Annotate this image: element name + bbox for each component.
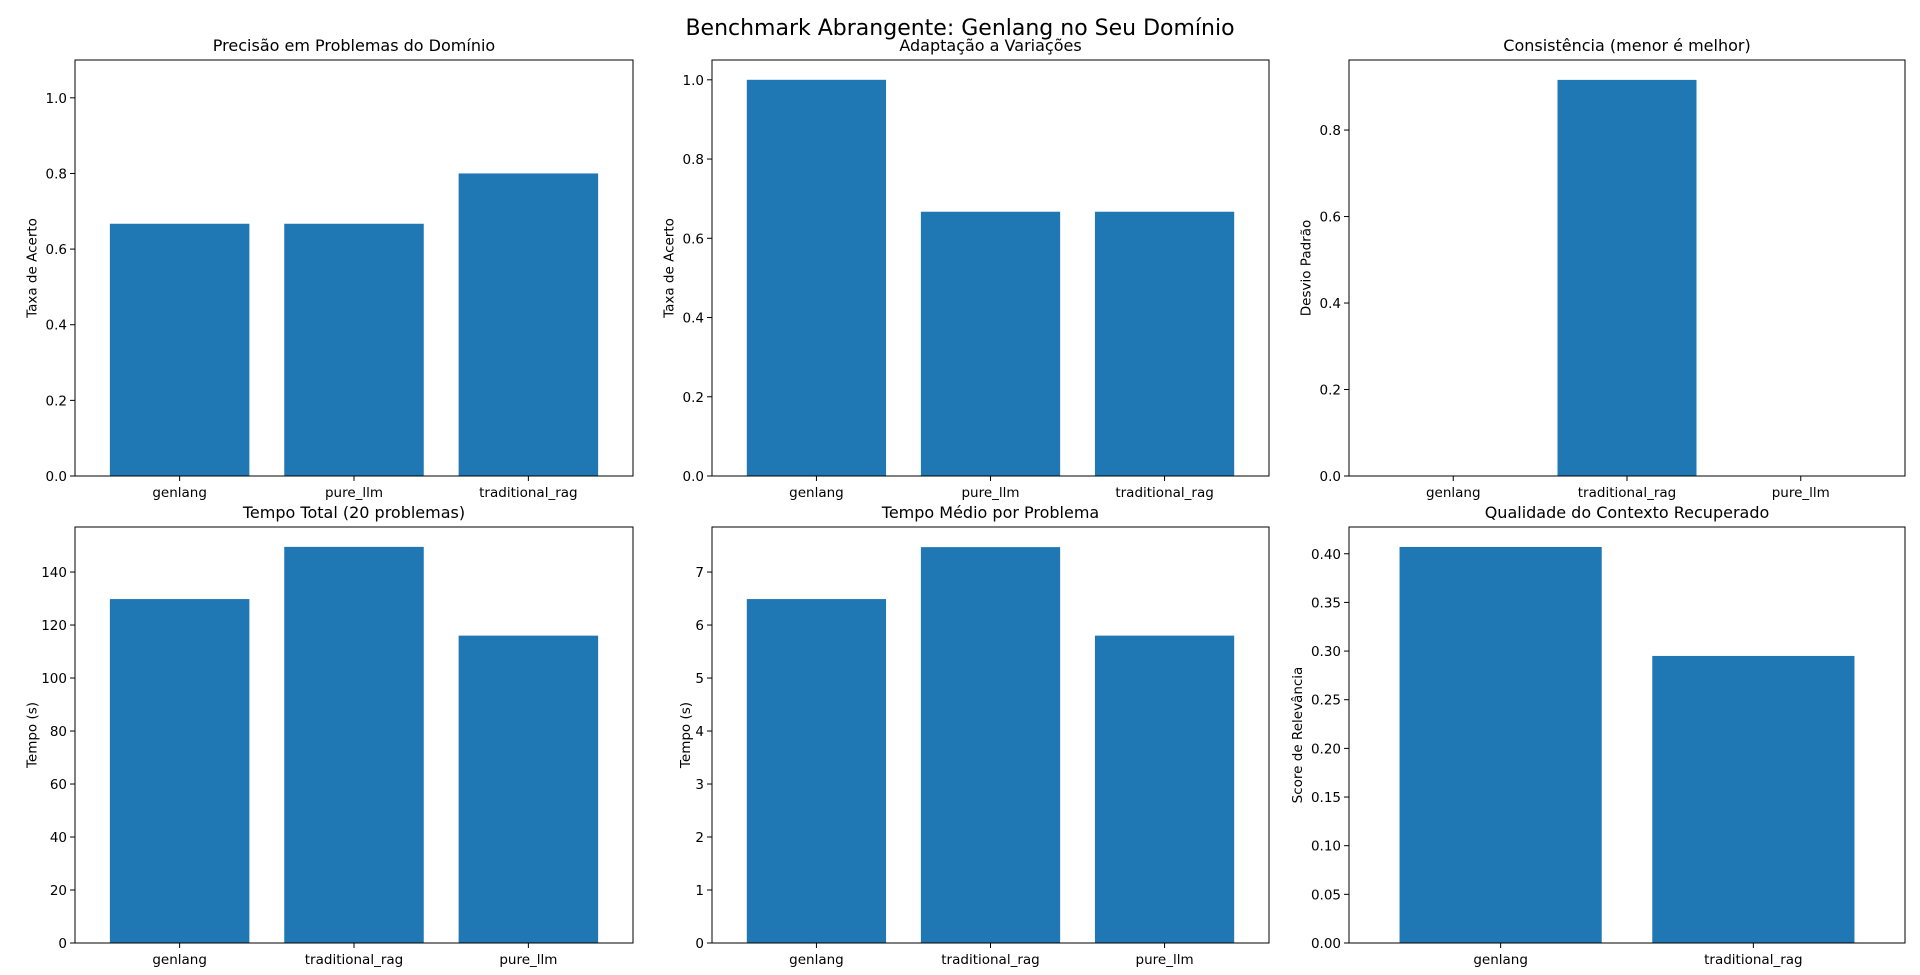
x-tick-label: pure_llm xyxy=(325,485,383,501)
panel-title: Consistência (menor é melhor) xyxy=(1503,36,1750,55)
x-tick-label: genlang xyxy=(789,952,844,968)
panel-title: Tempo Total (20 problemas) xyxy=(242,503,465,522)
y-tick-label: 0.0 xyxy=(46,469,67,485)
x-tick-label: genlang xyxy=(789,485,844,501)
y-axis-label: Tempo (s) xyxy=(678,702,694,769)
x-tick-label: traditional_rag xyxy=(941,952,1039,968)
x-tick-label: pure_llm xyxy=(961,485,1019,501)
y-tick-label: 60 xyxy=(50,777,67,793)
y-tick-label: 1.0 xyxy=(46,91,67,107)
x-tick-label: genlang xyxy=(152,952,207,968)
bar-traditional_rag xyxy=(1652,655,1855,943)
y-tick-label: 0.15 xyxy=(1311,790,1341,806)
bar-genlang xyxy=(1399,546,1602,943)
x-tick-label: traditional_rag xyxy=(1578,485,1676,501)
bar-pure_llm xyxy=(284,223,424,476)
panel-title: Qualidade do Contexto Recuperado xyxy=(1485,503,1770,522)
y-axis-label: Score de Relevância xyxy=(1290,667,1306,804)
y-axis-label: Taxa de Acerto xyxy=(661,218,677,319)
y-tick-label: 0.6 xyxy=(683,231,704,247)
bar-traditional_rag xyxy=(284,546,424,943)
y-tick-label: 0 xyxy=(58,936,67,952)
x-tick-label: genlang xyxy=(1426,485,1481,501)
chart-panel-2: 0.0 0.2 0.4 0.6 0.8 1.0 genlang pure_llm traditi… xyxy=(661,36,1270,501)
y-tick-label: 0 xyxy=(695,936,704,952)
x-tick-label: traditional_rag xyxy=(479,485,577,501)
bar-genlang xyxy=(109,599,250,943)
y-tick-label: 1.0 xyxy=(683,73,704,89)
y-tick-label: 0.2 xyxy=(683,390,704,406)
y-tick-label: 20 xyxy=(50,883,67,899)
chart-panel-3: 0.0 0.2 0.4 0.6 0.8 genlang traditional_rag pur… xyxy=(1298,36,1906,501)
x-tick-label: pure_llm xyxy=(1136,952,1194,968)
y-tick-label: 0.4 xyxy=(46,318,67,334)
chart-panel-6: 0.00 0.05 0.10 0.15 0.20 0.25 0.30 0.35 0.40 genl… xyxy=(1290,503,1906,968)
x-tick-label: traditional_rag xyxy=(1115,485,1213,501)
y-tick-label: 0.6 xyxy=(1320,210,1341,226)
y-tick-label: 0.2 xyxy=(1320,383,1341,399)
y-tick-label: 0.0 xyxy=(1320,469,1341,485)
y-tick-label: 0.20 xyxy=(1311,741,1341,757)
x-tick-label: genlang xyxy=(1473,952,1528,968)
chart-panel-5: 0 1 2 3 4 5 6 7 genlang traditional_rag pure_llm Te… xyxy=(678,503,1270,968)
bar-pure_llm xyxy=(920,211,1061,476)
y-tick-label: 6 xyxy=(695,618,704,634)
y-tick-label: 100 xyxy=(41,671,67,687)
y-tick-label: 0.30 xyxy=(1311,644,1341,660)
y-tick-label: 0.35 xyxy=(1311,595,1341,611)
chart-panel-1: 0.0 0.2 0.4 0.6 0.8 1.0 genlang pure_llm traditi… xyxy=(24,36,634,501)
y-tick-label: 140 xyxy=(41,565,67,581)
y-tick-label: 5 xyxy=(695,671,704,687)
x-tick-label: pure_llm xyxy=(1772,485,1830,501)
bar-traditional_rag xyxy=(458,173,599,477)
panel-title: Precisão em Problemas do Domínio xyxy=(213,36,495,55)
y-tick-label: 0.00 xyxy=(1311,936,1341,952)
x-tick-label: traditional_rag xyxy=(305,952,403,968)
bar-traditional_rag xyxy=(920,547,1061,943)
chart-panel-4: 0 20 40 60 80 100 120 140 genlang traditional_rag… xyxy=(24,503,634,968)
y-axis-label: Taxa de Acerto xyxy=(24,218,40,319)
y-tick-label: 80 xyxy=(50,724,67,740)
panel-title: Adaptação a Variações xyxy=(899,36,1081,55)
y-tick-label: 0.05 xyxy=(1311,887,1341,903)
x-tick-label: genlang xyxy=(152,485,207,501)
x-tick-label: traditional_rag xyxy=(1704,952,1802,968)
panel-title: Tempo Médio por Problema xyxy=(881,503,1099,522)
y-tick-label: 40 xyxy=(50,830,67,846)
x-tick-label: pure_llm xyxy=(499,952,557,968)
y-tick-label: 0.8 xyxy=(46,166,67,182)
y-tick-label: 3 xyxy=(695,777,704,793)
y-axis-label: Tempo (s) xyxy=(24,702,40,769)
figure-title: Benchmark Abrangente: Genlang no Seu Dom… xyxy=(685,16,1234,41)
bar-traditional_rag xyxy=(1557,79,1697,476)
y-tick-label: 0.2 xyxy=(46,393,67,409)
plot-frame xyxy=(1348,526,1906,944)
bar-genlang xyxy=(109,223,250,476)
y-tick-label: 0.8 xyxy=(1320,123,1341,139)
y-tick-label: 120 xyxy=(41,618,67,634)
y-tick-label: 4 xyxy=(695,724,704,740)
y-axis-label: Desvio Padrão xyxy=(1298,220,1314,316)
y-tick-label: 7 xyxy=(695,565,704,581)
y-tick-label: 2 xyxy=(695,830,704,846)
y-tick-label: 1 xyxy=(695,883,704,899)
y-tick-label: 0.10 xyxy=(1311,839,1341,855)
y-tick-label: 0.25 xyxy=(1311,693,1341,709)
y-tick-label: 0.6 xyxy=(46,242,67,258)
bar-traditional_rag xyxy=(1094,211,1235,476)
y-tick-label: 0.0 xyxy=(683,469,704,485)
y-tick-label: 0.4 xyxy=(1320,296,1341,312)
bar-pure_llm xyxy=(1094,635,1235,943)
bar-genlang xyxy=(746,599,887,943)
y-tick-label: 0.40 xyxy=(1311,547,1341,563)
y-tick-label: 0.8 xyxy=(683,152,704,168)
bar-genlang xyxy=(746,79,887,477)
y-tick-label: 0.4 xyxy=(683,311,704,327)
bar-pure_llm xyxy=(458,635,599,943)
